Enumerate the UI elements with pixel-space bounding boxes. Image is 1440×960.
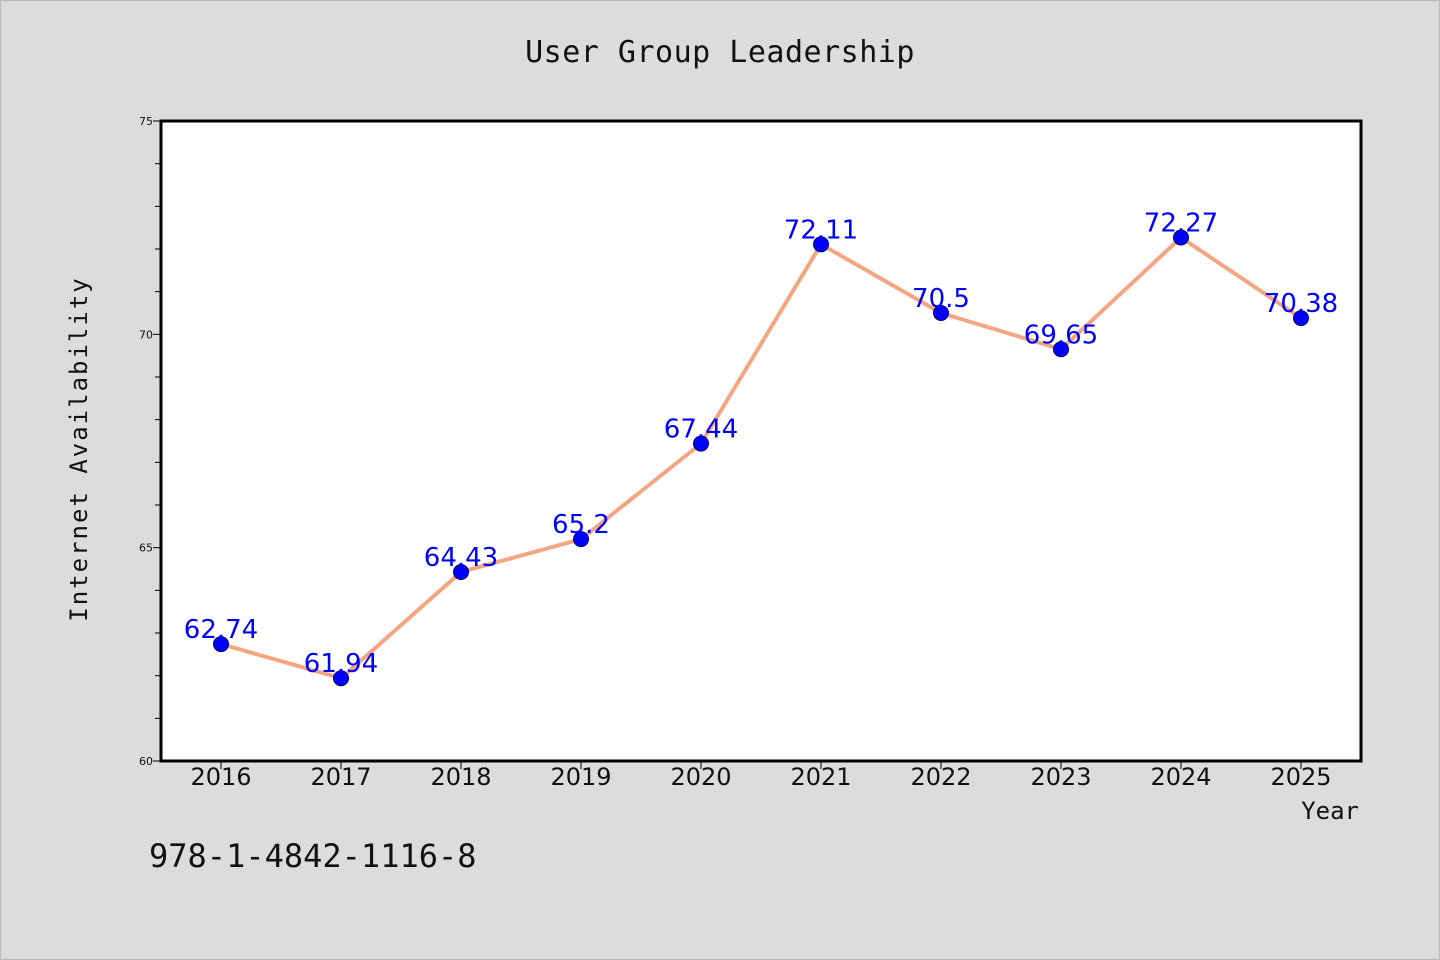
data-point: [573, 531, 589, 548]
isbn-text: 978-1-4842-1116-8: [149, 837, 477, 875]
data-point: [453, 563, 469, 580]
x-tick-label: 2017: [310, 763, 371, 791]
plot-background: [161, 121, 1361, 761]
data-label: 69.65: [1024, 320, 1098, 350]
y-tick-label: 70: [139, 328, 153, 341]
x-tick-label: 2020: [670, 763, 731, 791]
data-label: 61.94: [304, 649, 378, 679]
data-point: [1173, 229, 1189, 246]
data-label: 70.38: [1264, 289, 1338, 319]
y-tick-label: 60: [139, 755, 153, 768]
y-tick-label: 75: [139, 115, 153, 128]
x-tick-label: 2024: [1150, 763, 1211, 791]
data-point: [213, 636, 229, 653]
x-axis-label: Year: [1301, 797, 1359, 825]
data-point: [693, 435, 709, 452]
data-label: 65.2: [552, 510, 610, 540]
x-tick-label: 2022: [910, 763, 971, 791]
chart-title: User Group Leadership: [525, 35, 915, 70]
data-point: [933, 305, 949, 321]
data-label: 67.44: [664, 415, 738, 445]
data-label: 72.11: [784, 215, 858, 245]
plot-frame: [159, 119, 1363, 763]
x-tick-label: 2021: [790, 763, 851, 791]
data-label: 62.74: [184, 615, 258, 645]
x-tick-label: 2025: [1270, 763, 1331, 791]
data-point: [813, 236, 829, 253]
x-tick-label: 2019: [550, 763, 611, 791]
data-label: 70.5: [912, 284, 970, 314]
data-label: 64.43: [424, 543, 498, 573]
y-tick-label: 65: [139, 542, 153, 555]
x-tick-label: 2018: [430, 763, 491, 791]
data-label: 72.27: [1144, 208, 1218, 238]
x-tick-label: 2016: [190, 763, 251, 791]
data-point: [333, 670, 349, 687]
series-line: [219, 235, 1303, 681]
x-tick-label: 2023: [1030, 763, 1091, 791]
data-point: [1053, 341, 1069, 358]
data-point: [1293, 310, 1309, 327]
